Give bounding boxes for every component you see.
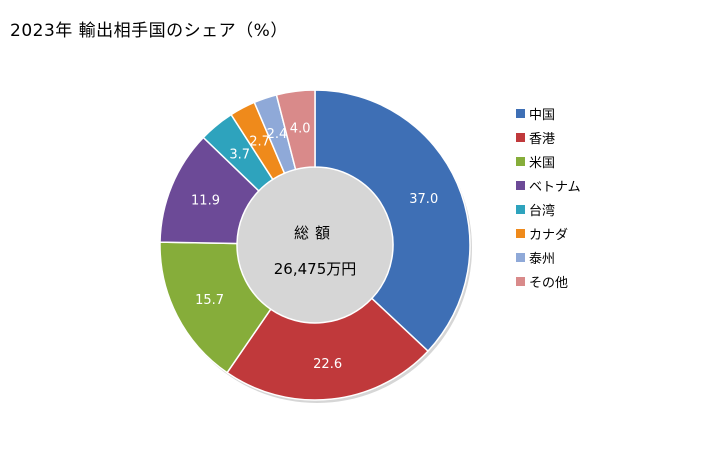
legend-swatch (516, 180, 525, 190)
legend-item: 泰州 (516, 245, 716, 269)
slice-value-label: 11.9 (191, 194, 220, 209)
legend-swatch (516, 204, 525, 214)
legend: 中国香港米国ベトナム台湾カナダ泰州その他 (516, 101, 716, 293)
chart-title: 2023年 輸出相手国のシェア（%） (10, 21, 288, 41)
legend-item: ベトナム (516, 173, 716, 197)
slice-value-label: 15.7 (195, 293, 224, 308)
legend-item: 香港 (516, 125, 716, 149)
legend-item: 中国 (516, 101, 716, 125)
legend-swatch (516, 276, 525, 286)
pie-slice (226, 297, 430, 401)
slice-value-label: 3.7 (229, 147, 250, 162)
legend-item: 米国 (516, 149, 716, 173)
legend-label: 台湾 (529, 203, 556, 219)
center-value: 26,475万円 (273, 260, 357, 278)
legend-swatch (516, 156, 525, 166)
pie-slice (275, 89, 316, 171)
legend-swatch (516, 132, 525, 142)
center-title: 総額 (293, 224, 336, 242)
legend-label: カナダ (529, 227, 569, 243)
slice-value-label: 37.0 (409, 192, 438, 207)
legend-swatch (516, 108, 525, 118)
slice-value-label: 2.7 (249, 134, 270, 149)
legend-label: 泰州 (529, 251, 556, 267)
legend-label: 中国 (529, 107, 556, 123)
legend-swatch (516, 228, 525, 238)
legend-item: その他 (516, 269, 716, 293)
legend-item: カナダ (516, 221, 716, 245)
legend-label: 香港 (529, 131, 556, 147)
slice-value-label: 2.4 (267, 127, 288, 142)
slice-value-label: 4.0 (290, 121, 311, 136)
legend-label: 米国 (529, 155, 556, 171)
legend-label: ベトナム (529, 179, 581, 195)
legend-label: その他 (529, 275, 569, 291)
pie-slice (314, 89, 471, 353)
slice-value-label: 22.6 (313, 357, 342, 372)
legend-item: 台湾 (516, 197, 716, 221)
legend-swatch (516, 252, 525, 262)
